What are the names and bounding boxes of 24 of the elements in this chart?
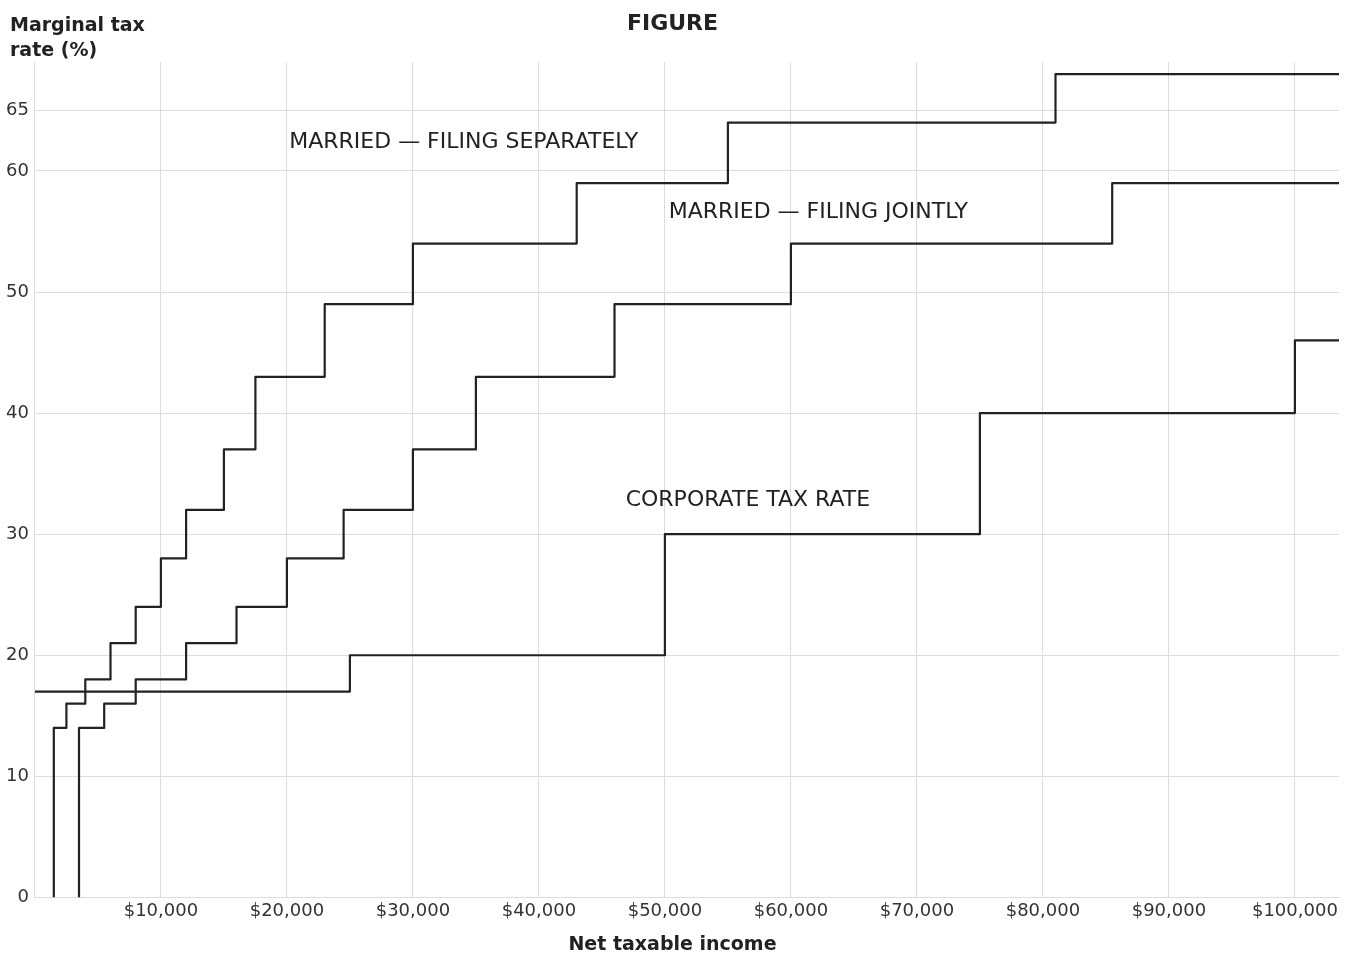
series-label: MARRIED — FILING SEPARATELY [289, 127, 639, 153]
y-tick-label: 20 [6, 642, 29, 664]
y-tick-label: 0 [17, 885, 29, 907]
x-tick-label: $70,000 [879, 898, 955, 920]
y-tick-label: 65 [6, 98, 29, 120]
x-tick-label: $40,000 [501, 898, 577, 920]
x-tick-label: $20,000 [249, 898, 325, 920]
x-tick-label: $10,000 [123, 898, 199, 920]
x-tick-label: $50,000 [627, 898, 703, 920]
y-tick-label: 40 [6, 400, 29, 422]
series-label: CORPORATE TAX RATE [625, 486, 871, 512]
x-tick-label: $30,000 [375, 898, 451, 920]
x-axis-title: Net taxable income [567, 932, 778, 954]
x-tick-label: $60,000 [753, 898, 829, 920]
x-tick-label: $100,000 [1251, 898, 1338, 920]
chart-title: FIGURE [626, 10, 719, 35]
x-tick-label: $80,000 [1005, 898, 1081, 920]
y-tick-label: 60 [6, 158, 29, 180]
series-label: MARRIED — FILING JOINTLY [668, 198, 969, 224]
y-tick-label: 50 [6, 279, 29, 301]
y-tick-label: 30 [6, 521, 29, 543]
x-tick-label: $90,000 [1131, 898, 1207, 920]
y-tick-label: 10 [6, 764, 29, 785]
y-axis-title: Marginal tax rate (%) [10, 12, 146, 62]
